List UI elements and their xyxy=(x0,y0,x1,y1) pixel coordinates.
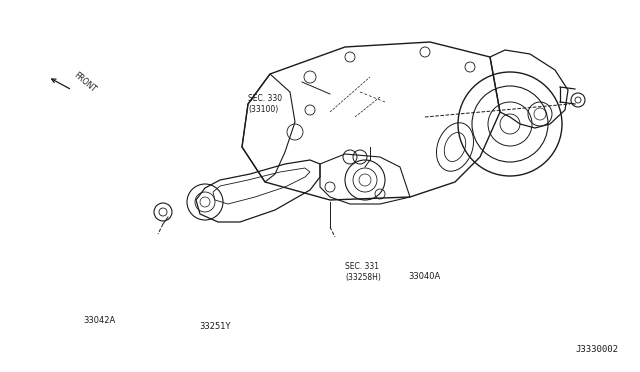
Text: FRONT: FRONT xyxy=(72,70,98,94)
Text: SEC. 330
(33100): SEC. 330 (33100) xyxy=(248,94,282,114)
Text: SEC. 331
(33258H): SEC. 331 (33258H) xyxy=(345,262,381,282)
Text: J3330002: J3330002 xyxy=(575,345,618,354)
Text: 33251Y: 33251Y xyxy=(199,322,230,331)
Text: 33042A: 33042A xyxy=(83,316,115,325)
Text: 33040A: 33040A xyxy=(408,272,440,281)
